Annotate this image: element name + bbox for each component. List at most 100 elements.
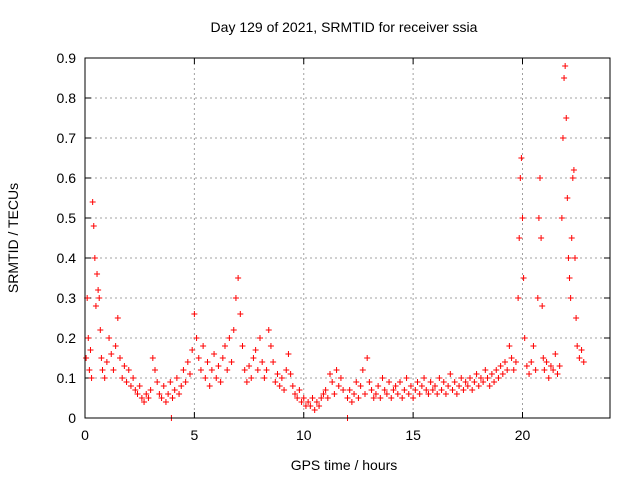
data-point (121, 363, 128, 369)
data-point (195, 355, 202, 361)
data-point (539, 303, 546, 309)
data-point (562, 63, 569, 69)
data-point (414, 379, 421, 385)
data-point (123, 379, 130, 385)
data-point (191, 311, 198, 317)
data-point (578, 347, 585, 353)
data-point (313, 399, 320, 405)
data-point (305, 399, 312, 405)
data-point (545, 375, 552, 381)
data-point (156, 391, 163, 397)
data-point (119, 375, 126, 381)
data-point (147, 387, 154, 393)
data-point (381, 387, 388, 393)
data-point (335, 383, 342, 389)
data-point (403, 375, 410, 381)
data-point (390, 387, 397, 393)
data-point (327, 371, 333, 377)
data-point (574, 343, 581, 349)
data-point (451, 379, 458, 385)
data-points (83, 63, 587, 421)
data-point (88, 375, 95, 381)
data-point (311, 407, 318, 413)
data-point (397, 379, 403, 385)
data-point (87, 347, 94, 353)
data-point (488, 371, 495, 377)
data-point (576, 355, 583, 361)
data-point (274, 371, 281, 377)
data-point (432, 383, 438, 389)
data-point (572, 255, 578, 261)
data-point (127, 383, 134, 389)
data-point (423, 387, 430, 393)
y-tick-label: 0.9 (57, 50, 77, 66)
axis-ticks: 0 0.1 0.2 0.3 0.4 0.5 0.6 0.7 0.8 0.9 0 5 10 15 20 (57, 50, 610, 443)
data-point (219, 355, 226, 361)
data-point (517, 175, 524, 181)
data-point (178, 383, 185, 389)
data-point (532, 367, 539, 373)
data-point (340, 387, 347, 393)
data-point (91, 255, 98, 261)
data-point (289, 383, 296, 389)
data-point (429, 387, 436, 393)
data-point (98, 355, 105, 361)
data-point (171, 387, 178, 393)
data-point (405, 391, 412, 397)
data-point (108, 351, 115, 357)
data-point (567, 295, 574, 301)
data-point (518, 155, 525, 161)
data-point (130, 375, 137, 381)
data-point (351, 391, 358, 397)
data-point (230, 327, 237, 333)
data-point (176, 391, 183, 397)
data-point (556, 363, 563, 369)
data-point (287, 371, 294, 377)
y-tick-label: 0 (68, 410, 76, 426)
data-point (224, 367, 231, 373)
data-point (283, 367, 290, 373)
data-point (434, 391, 441, 397)
y-tick-label: 0.5 (57, 210, 77, 226)
data-point (508, 355, 515, 361)
data-point (187, 371, 193, 377)
data-point (427, 379, 434, 385)
data-point (547, 363, 554, 369)
data-point (566, 275, 573, 281)
data-point (388, 395, 395, 401)
data-point (473, 371, 480, 377)
data-point (458, 375, 465, 381)
data-point (392, 383, 399, 389)
data-point (359, 367, 366, 373)
data-point (520, 275, 527, 281)
data-point (456, 383, 463, 389)
data-point (99, 367, 106, 373)
data-point (554, 371, 561, 377)
data-point (254, 367, 261, 373)
data-point (204, 359, 211, 365)
x-tick-label: 5 (190, 427, 198, 443)
data-point (200, 343, 207, 349)
data-point (535, 215, 542, 221)
data-point (114, 315, 121, 321)
data-point (379, 375, 386, 381)
data-point (416, 391, 423, 397)
data-point (559, 135, 566, 141)
data-point (442, 391, 449, 397)
data-point (257, 335, 263, 341)
y-tick-label: 0.2 (57, 330, 77, 346)
data-point (366, 379, 373, 385)
data-point (184, 359, 191, 365)
data-point (248, 375, 255, 381)
data-point (320, 391, 327, 397)
data-point (215, 363, 222, 369)
data-point (344, 395, 351, 401)
data-point (180, 367, 187, 373)
data-point (300, 395, 307, 401)
data-point (193, 335, 200, 341)
data-point (394, 391, 401, 397)
data-point (558, 215, 565, 221)
data-point (425, 391, 432, 397)
data-point (324, 395, 331, 401)
data-point (316, 403, 323, 409)
